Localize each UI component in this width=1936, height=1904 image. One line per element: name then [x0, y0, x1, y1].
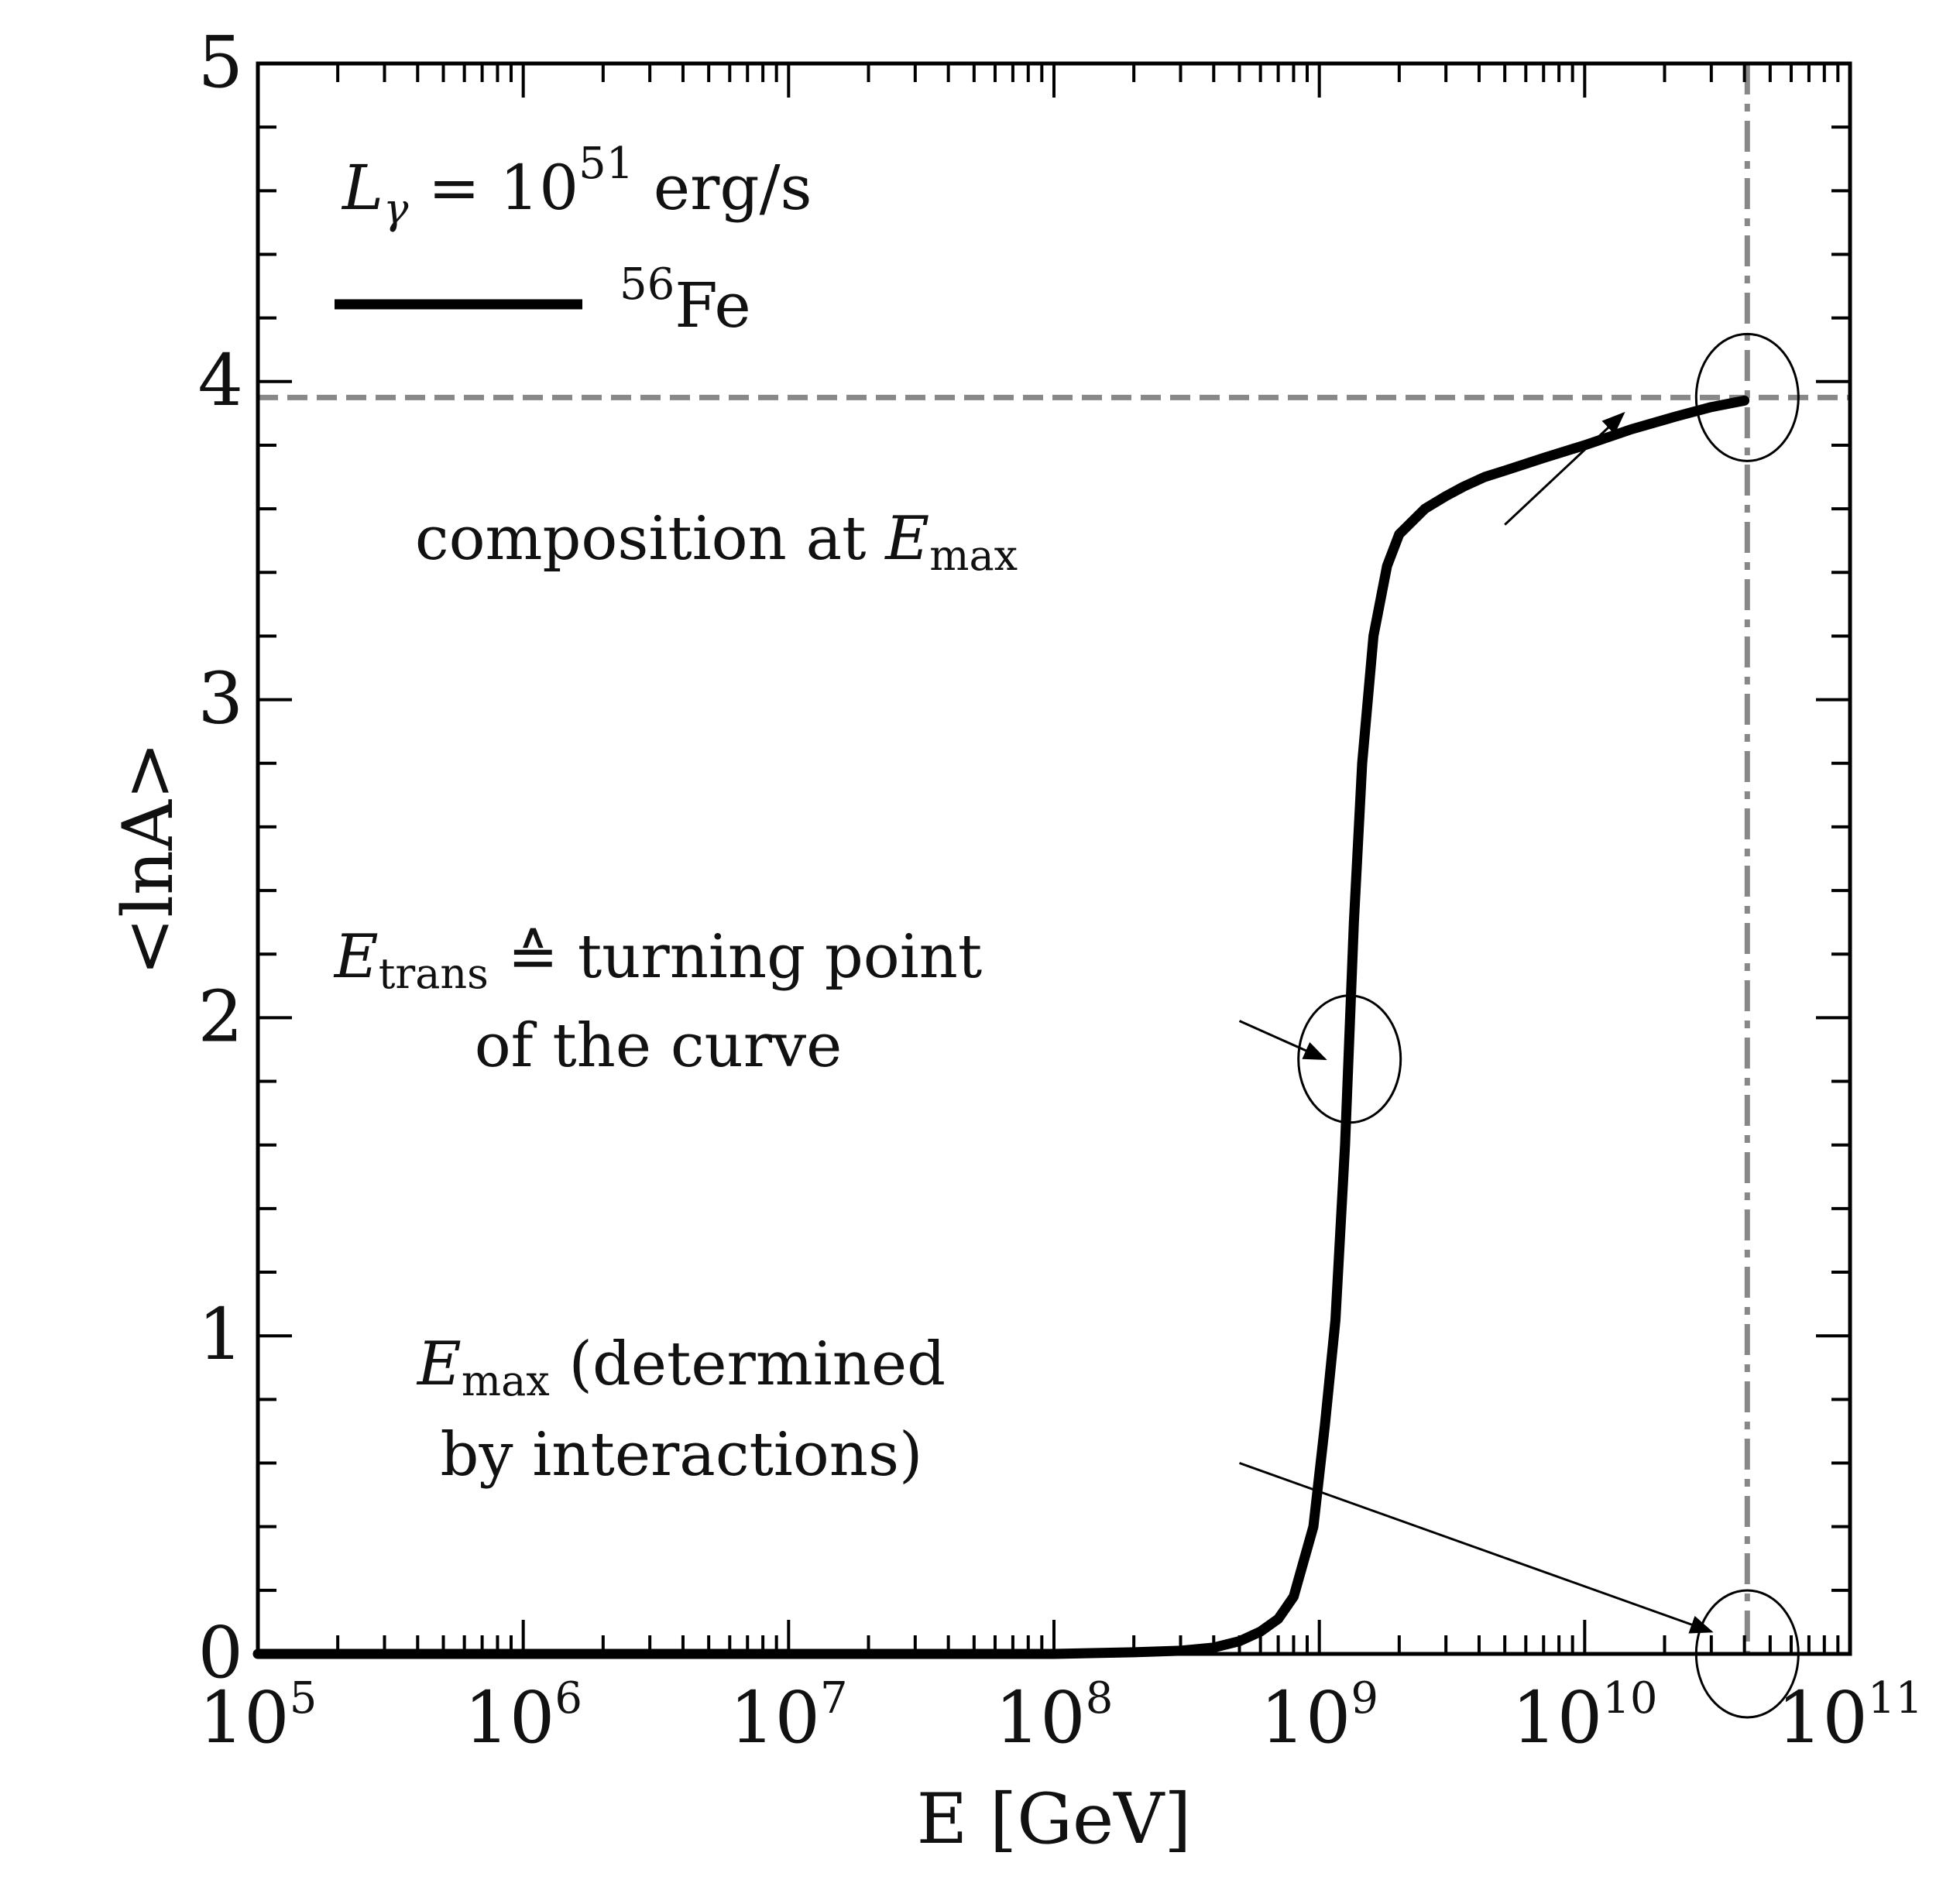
- legend: Lγ = 1051 erg/s 56Fe: [335, 139, 812, 341]
- annotation-italic: E: [333, 922, 379, 992]
- annotation-emax-line: Emax (determined: [416, 1329, 946, 1405]
- marker-ellipse-emax-top: [1694, 332, 1800, 462]
- annotation-composition-line: composition at Emax: [415, 504, 1018, 580]
- annotation-text: ≙ turning point: [489, 922, 982, 992]
- x-tick-label: 105: [199, 1673, 318, 1759]
- legend-entry-label: 56Fe: [620, 259, 751, 341]
- series-layer: [252, 395, 1750, 1659]
- legend-header-equals: = 10: [408, 152, 578, 224]
- x-tick-label-base: 10: [199, 1676, 290, 1759]
- annotation-italic: E: [416, 1329, 462, 1399]
- y-tick-label: 1: [197, 1293, 243, 1376]
- annotation-arrow-emax: [1239, 1462, 1714, 1634]
- x-axis-title: E [GeV]: [917, 1779, 1192, 1860]
- plot-frame: [256, 61, 1852, 1656]
- x-tick-label: 106: [464, 1673, 582, 1759]
- annotation-subscript: max: [929, 531, 1018, 580]
- x-tick-label-base: 10: [1260, 1676, 1351, 1759]
- x-tick-label: 107: [729, 1673, 848, 1759]
- axis-ticks: [258, 63, 1850, 1654]
- y-tick-label: 5: [197, 21, 243, 104]
- annotation-text: by interactions): [441, 1420, 923, 1490]
- annotation-text: (determined: [550, 1329, 946, 1399]
- x-tick-label-exponent: 10: [1602, 1673, 1657, 1724]
- annotation-turning-line: Etrans ≙ turning point: [333, 922, 983, 998]
- reference-lines: [258, 63, 1850, 1654]
- x-tick-label: 109: [1260, 1673, 1378, 1759]
- legend-header-subscript: γ: [383, 184, 409, 233]
- legend-entry-superscript: 56: [620, 259, 675, 310]
- legend-header-exponent: 51: [578, 139, 633, 189]
- annotation-arrow-turning: [1238, 1020, 1327, 1061]
- legend-header-unit: erg/s: [633, 152, 812, 224]
- annotation-turning-line: of the curve: [475, 1011, 843, 1081]
- legend-header: Lγ = 1051 erg/s: [341, 139, 812, 233]
- annotation-subscript: max: [462, 1357, 550, 1405]
- x-tick-label: 1010: [1512, 1673, 1657, 1759]
- series-line-fe56: [252, 395, 1750, 1659]
- x-tick-label-base: 10: [1512, 1676, 1602, 1759]
- legend-header-symbol: L: [341, 152, 383, 224]
- x-tick-label-exponent: 9: [1351, 1673, 1378, 1724]
- x-tick-label-base: 10: [995, 1676, 1086, 1759]
- x-tick-label: 108: [995, 1673, 1114, 1759]
- annotation-text: composition at: [415, 504, 885, 574]
- x-tick-label-base: 10: [729, 1676, 820, 1759]
- y-tick-label: 3: [197, 657, 243, 740]
- legend-entry-text: Fe: [675, 269, 750, 341]
- x-tick-label-exponent: 6: [554, 1673, 582, 1724]
- y-tick-label: 2: [197, 975, 243, 1058]
- x-tick-label: 1011: [1777, 1673, 1923, 1759]
- annotation-text: of the curve: [475, 1011, 843, 1081]
- marker-ellipse-turning-point: [1297, 994, 1402, 1124]
- annotation-italic: E: [884, 504, 929, 574]
- x-tick-label-exponent: 7: [820, 1673, 848, 1724]
- y-tick-label: 0: [197, 1611, 243, 1694]
- x-tick-label-exponent: 8: [1086, 1673, 1114, 1724]
- annotation-arrow-composition: [1504, 411, 1625, 526]
- annotation-subscript: trans: [379, 949, 489, 998]
- x-tick-label-base: 10: [464, 1676, 554, 1759]
- annotation-emax-line: by interactions): [441, 1420, 923, 1490]
- x-tick-label-exponent: 5: [290, 1673, 318, 1724]
- y-tick-label: 4: [197, 339, 243, 422]
- x-tick-label-base: 10: [1777, 1676, 1868, 1759]
- x-tick-label-exponent: 11: [1868, 1673, 1923, 1724]
- y-axis-title: <lnA>: [108, 742, 189, 976]
